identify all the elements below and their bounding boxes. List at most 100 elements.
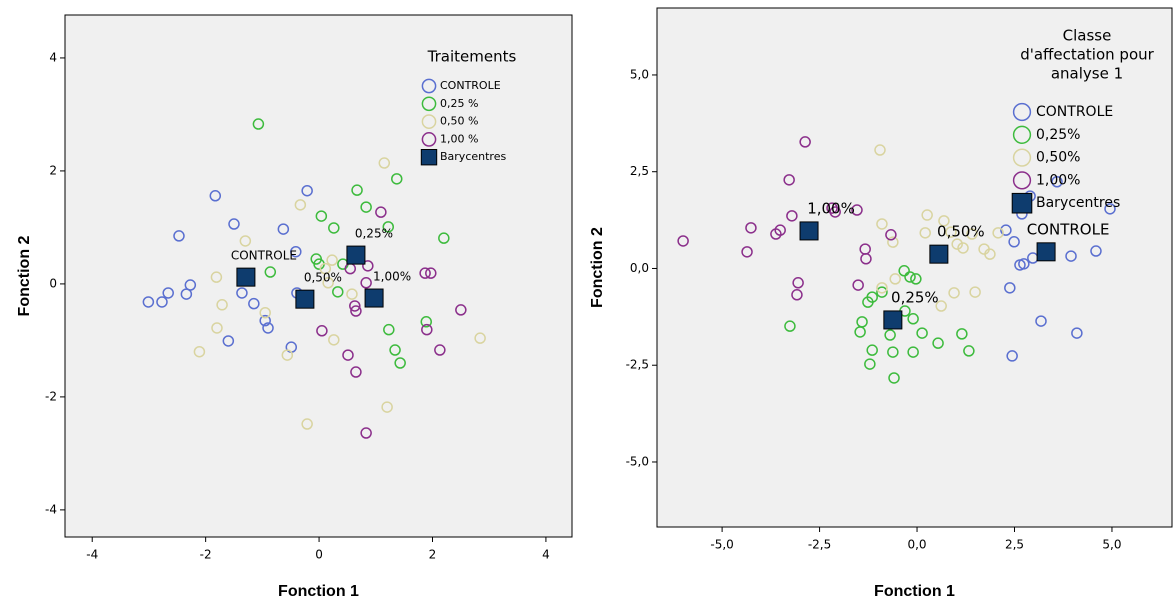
centroid-label: 0,25% xyxy=(355,227,393,241)
legend-marker xyxy=(420,149,438,166)
point xyxy=(677,235,689,247)
y-axis-title: Fonction 2 xyxy=(16,235,33,316)
point xyxy=(770,228,782,240)
point xyxy=(350,366,362,378)
point xyxy=(259,314,271,327)
centroid-label: CONTROLE xyxy=(1027,220,1110,238)
point xyxy=(866,291,878,303)
centroid xyxy=(1036,242,1056,262)
centroid xyxy=(364,288,384,308)
point xyxy=(1090,245,1102,257)
point xyxy=(904,271,916,283)
legend-marker xyxy=(421,78,437,94)
plot-area xyxy=(64,14,573,538)
point xyxy=(162,287,174,299)
x-tick-label: -5,0 xyxy=(710,538,733,552)
legend-title: d'affectation pour xyxy=(1020,46,1154,64)
legend-label: CONTROLE xyxy=(440,79,501,92)
point xyxy=(874,144,886,156)
y-tick-label: -5,0 xyxy=(626,454,649,468)
legend-label: 1,00% xyxy=(1036,172,1080,188)
point xyxy=(1000,224,1012,236)
point xyxy=(1104,203,1116,215)
point xyxy=(851,204,863,216)
point xyxy=(1051,176,1063,188)
legend-label: 1,00 % xyxy=(440,132,478,145)
point xyxy=(173,230,185,242)
point xyxy=(382,221,395,233)
point xyxy=(252,118,265,130)
point xyxy=(360,201,372,213)
point xyxy=(425,267,437,279)
point xyxy=(434,344,446,356)
point xyxy=(301,418,313,430)
point xyxy=(222,335,235,347)
point xyxy=(210,271,223,283)
centroid xyxy=(929,244,949,264)
point xyxy=(969,286,981,298)
point xyxy=(142,296,155,308)
point xyxy=(957,242,969,254)
point xyxy=(262,322,274,334)
x-axis-title: Fonction 1 xyxy=(278,583,359,600)
point xyxy=(319,262,332,275)
point xyxy=(876,282,888,294)
point xyxy=(1018,258,1030,270)
point xyxy=(938,215,950,227)
centroid-label: 0,50% xyxy=(304,271,342,285)
legend-title: Traitements xyxy=(427,48,517,66)
point xyxy=(932,337,944,349)
point xyxy=(945,226,957,238)
point xyxy=(328,334,340,346)
point xyxy=(784,320,796,332)
point xyxy=(362,260,374,272)
point xyxy=(378,157,391,169)
point xyxy=(864,358,876,370)
legend-marker xyxy=(1012,125,1032,144)
point xyxy=(799,136,811,148)
point xyxy=(346,288,358,300)
point xyxy=(829,206,841,218)
centroid xyxy=(883,310,903,330)
point xyxy=(919,227,931,239)
y-tick-label: 0 xyxy=(49,276,57,290)
centroid-label: 1,00% xyxy=(807,199,855,217)
point xyxy=(328,222,340,234)
point xyxy=(963,345,975,357)
centroid-label: 0,25% xyxy=(891,288,939,306)
point xyxy=(741,246,753,258)
point xyxy=(248,297,260,310)
point xyxy=(326,254,338,266)
legend-title: analyse 1 xyxy=(1051,65,1123,83)
point xyxy=(156,296,168,308)
x-tick-label: 2 xyxy=(429,548,437,562)
point xyxy=(921,209,933,221)
legend-marker xyxy=(421,132,437,147)
y-tick-label: 0,0 xyxy=(630,261,649,275)
point xyxy=(301,184,313,197)
y-tick-label: 2 xyxy=(49,163,57,177)
point xyxy=(745,222,757,234)
y-tick-label: -2,5 xyxy=(626,358,649,372)
point xyxy=(889,273,901,285)
point xyxy=(898,265,910,277)
centroid-label: 1,00% xyxy=(373,270,411,284)
point xyxy=(956,328,968,340)
point xyxy=(239,235,252,247)
legend-label: 0,25 % xyxy=(440,97,478,110)
point xyxy=(791,289,803,301)
point xyxy=(948,287,960,299)
point xyxy=(888,372,900,384)
point xyxy=(910,273,922,285)
point xyxy=(277,223,290,235)
point xyxy=(360,277,372,289)
point xyxy=(383,323,395,336)
point xyxy=(1071,327,1083,339)
point xyxy=(887,236,899,248)
x-tick-label: 0,0 xyxy=(907,538,926,552)
legend-label: Barycentres xyxy=(440,150,506,163)
point xyxy=(866,344,878,356)
legend-marker xyxy=(1012,148,1032,167)
centroid xyxy=(295,289,315,309)
point xyxy=(316,325,328,337)
